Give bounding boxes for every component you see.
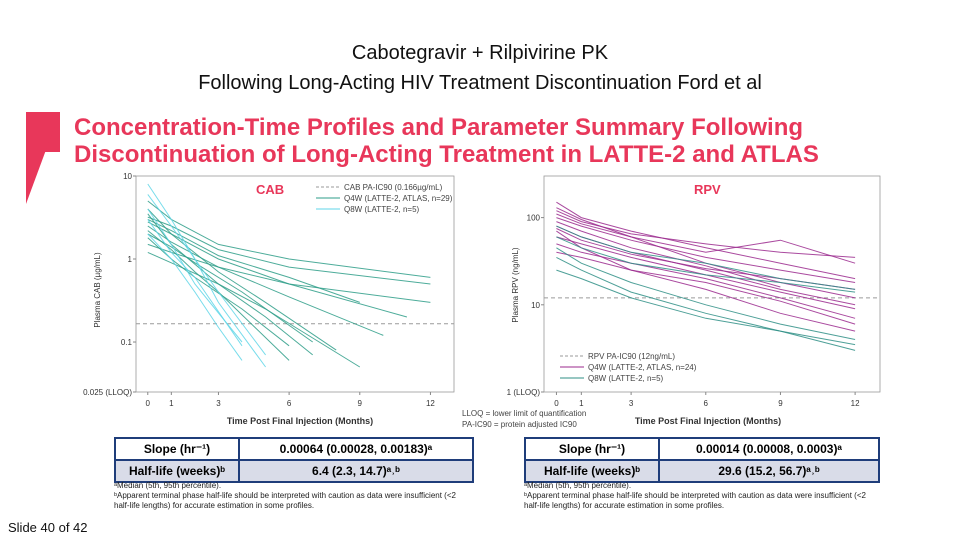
cab-series-q8w-line-14 xyxy=(147,233,243,361)
slide-subtitle: Concentration-Time Profiles and Paramete… xyxy=(74,114,819,168)
rpv-slope-value: 0.00014 (0.00008, 0.0003)ᵃ xyxy=(658,437,880,461)
rpv-series-q8w-line-12 xyxy=(556,247,856,340)
rpv-series-q4w-line-2 xyxy=(556,201,856,280)
rpv-x-tick-label: 1 xyxy=(579,399,584,408)
rpv-table-notes: ᵃMedian (5th, 95th percentile). ᵇApparen… xyxy=(524,481,874,511)
rpv-x-tick-label: 0 xyxy=(554,399,559,408)
rpv-slope-label: Slope (hr⁻¹) xyxy=(524,437,660,461)
cab-series-q4w-line-7 xyxy=(147,221,408,318)
rpv-series-q4w-line-0 xyxy=(556,217,856,283)
rpv-series-q4w-line-9 xyxy=(556,251,856,325)
cab-legend-q4w: Q4W (LATTE-2, ATLAS, n=29) xyxy=(344,194,453,203)
cab-y-tick-label: 0.025 (LLOQ) xyxy=(83,388,132,397)
accent-triangle xyxy=(26,112,60,204)
rpv-series-q4w-line-4 xyxy=(556,210,856,258)
rpv-plot-frame xyxy=(543,175,881,393)
slide-number: Slide 40 of 42 xyxy=(8,520,88,535)
rpv-series-q8w-line-14 xyxy=(556,236,856,293)
footnote-ic90: PA-IC90 = protein adjusted IC90 xyxy=(462,420,577,429)
rpv-series-q4w-line-7 xyxy=(556,221,781,288)
rpv-y-tick-label: 1 (LLOQ) xyxy=(507,388,541,397)
cab-series-q8w-line-16 xyxy=(147,219,243,347)
rpv-series-q8w-line-13 xyxy=(556,256,856,346)
rpv-series-q4w-line-3 xyxy=(556,236,856,310)
rpv-legend-q8w: Q8W (LATTE-2, n=5) xyxy=(588,374,664,383)
rpv-x-tick-label: 6 xyxy=(704,399,709,408)
cab-chart: CAB Plasma CAB (µg/mL) Time Post Final I… xyxy=(83,172,455,426)
cab-note-median: ᵃMedian (5th, 95th percentile). xyxy=(114,481,222,490)
page-title: Cabotegravir + Rilpivirine PK xyxy=(351,42,609,64)
rpv-chart: RPV Plasma RPV (ng/mL) Time Post Final I… xyxy=(507,175,881,426)
cab-x-tick-label: 6 xyxy=(287,399,292,408)
cab-halflife-value: 6.4 (2.3, 14.7)ᵃ˒ᵇ xyxy=(238,459,474,483)
cab-parameter-table: Slope (hr⁻¹) 0.00064 (0.00028, 0.00183)ᵃ… xyxy=(114,437,474,483)
rpv-note-halflife: ᵇApparent terminal phase half-life shoul… xyxy=(524,491,866,510)
cab-halflife-label: Half-life (weeks)ᵇ xyxy=(114,459,240,483)
rpv-x-tick-label: 9 xyxy=(778,399,783,408)
cab-series-q4w-line-2 xyxy=(147,208,337,351)
cab-x-tick-label: 3 xyxy=(216,399,221,408)
cab-series-q4w-line-0 xyxy=(147,218,360,303)
cab-note-halflife: ᵇApparent terminal phase half-life shoul… xyxy=(114,491,456,510)
rpv-note-median: ᵃMedian (5th, 95th percentile). xyxy=(524,481,632,490)
page-title-line2: Following Long-Acting HIV Treatment Disc… xyxy=(198,72,762,94)
rpv-series-q4w-line-11 xyxy=(556,207,856,299)
cab-slope-label: Slope (hr⁻¹) xyxy=(114,437,240,461)
cab-series-q4w-line-9 xyxy=(147,200,431,278)
rpv-series-q8w-line-16 xyxy=(556,225,856,290)
cab-slope-value: 0.00064 (0.00028, 0.00183)ᵃ xyxy=(238,437,474,461)
rpv-series-q4w-line-8 xyxy=(556,213,856,264)
rpv-x-tick-label: 12 xyxy=(851,399,860,408)
rpv-x-axis-label: Time Post Final Injection (Months) xyxy=(635,416,781,426)
footnote-lloq: LLOQ = lower limit of quantification xyxy=(462,409,586,418)
rpv-y-axis-label: Plasma RPV (ng/mL) xyxy=(511,247,520,322)
rpv-parameter-table: Slope (hr⁻¹) 0.00014 (0.00008, 0.0003)ᵃ … xyxy=(524,437,880,483)
cab-series-q8w-line-15 xyxy=(147,194,267,368)
rpv-y-tick-label: 10 xyxy=(531,301,540,310)
rpv-legend-q4w: Q4W (LATTE-2, ATLAS, n=24) xyxy=(588,363,697,372)
cab-plot-frame xyxy=(135,175,455,393)
cab-y-tick-label: 0.1 xyxy=(121,338,133,347)
rpv-series-q8w-line-15 xyxy=(556,269,856,351)
rpv-x-tick-label: 3 xyxy=(629,399,634,408)
cab-panel-title: CAB xyxy=(256,182,284,197)
cab-series-q4w-line-10 xyxy=(147,230,290,361)
rpv-halflife-label: Half-life (weeks)ᵇ xyxy=(524,459,660,483)
cab-legend-ref: CAB PA-IC90 (0.166µg/mL) xyxy=(344,183,443,192)
rpv-legend: RPV PA-IC90 (12ng/mL) Q4W (LATTE-2, ATLA… xyxy=(560,352,697,383)
cab-x-tick-label: 1 xyxy=(169,399,174,408)
cab-legend-q8w: Q8W (LATTE-2, n=5) xyxy=(344,205,420,214)
rpv-y-tick-label: 100 xyxy=(527,214,541,223)
cab-table-notes: ᵃMedian (5th, 95th percentile). ᵇApparen… xyxy=(114,481,464,511)
rpv-panel-title: RPV xyxy=(694,182,721,197)
cab-series-q4w-line-4 xyxy=(147,243,431,303)
cab-y-tick-label: 1 xyxy=(128,255,133,264)
cab-x-tick-label: 0 xyxy=(146,399,151,408)
rpv-legend-ref: RPV PA-IC90 (12ng/mL) xyxy=(588,352,675,361)
cab-legend: CAB PA-IC90 (0.166µg/mL) Q4W (LATTE-2, A… xyxy=(316,183,453,214)
cab-x-tick-label: 9 xyxy=(358,399,363,408)
cab-x-axis-label: Time Post Final Injection (Months) xyxy=(227,416,373,426)
rpv-halflife-value: 29.6 (15.2, 56.7)ᵃ˒ᵇ xyxy=(658,459,880,483)
cab-y-axis-label: Plasma CAB (µg/mL) xyxy=(93,252,102,328)
rpv-series-q4w-line-6 xyxy=(556,243,856,319)
cab-series-q4w-line-11 xyxy=(147,216,431,285)
rpv-series-q4w-line-5 xyxy=(556,230,856,332)
cab-x-tick-label: 12 xyxy=(426,399,435,408)
cab-series-q4w-line-8 xyxy=(147,251,361,368)
cab-y-tick-label: 10 xyxy=(123,172,132,181)
